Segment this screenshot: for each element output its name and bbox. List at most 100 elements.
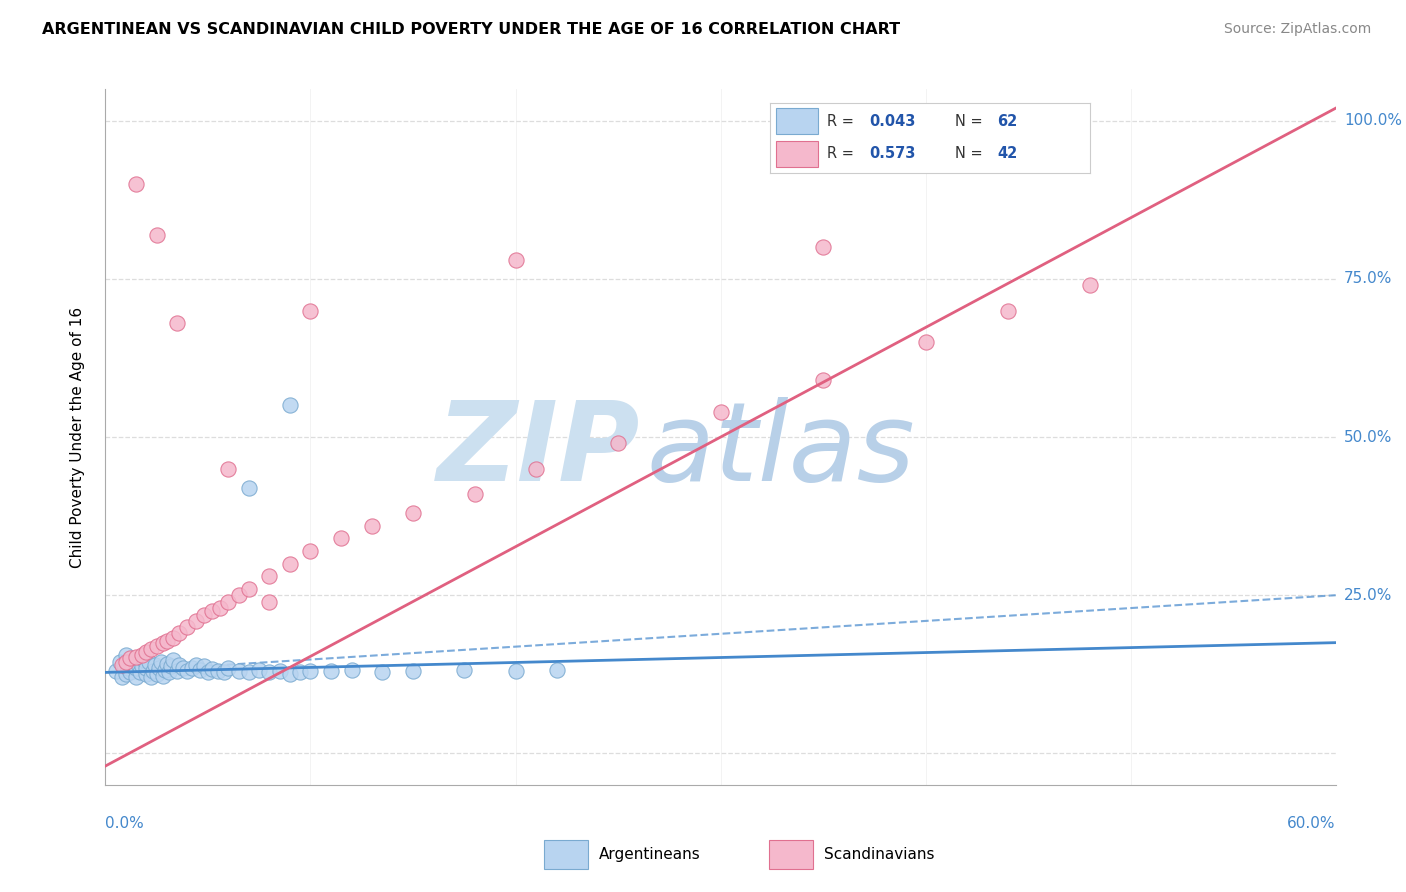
Point bbox=[607, 436, 630, 450]
Point bbox=[125, 177, 148, 191]
Point bbox=[371, 665, 394, 680]
Point bbox=[218, 661, 240, 675]
Text: 50.0%: 50.0% bbox=[1344, 430, 1392, 444]
Point bbox=[142, 664, 165, 678]
Point bbox=[169, 626, 191, 640]
Point bbox=[193, 659, 215, 673]
Point bbox=[125, 650, 148, 665]
Point bbox=[129, 665, 152, 680]
Point bbox=[214, 665, 236, 680]
Point bbox=[299, 303, 322, 318]
Point bbox=[238, 665, 260, 680]
Text: 0.0%: 0.0% bbox=[105, 815, 145, 830]
Point bbox=[120, 655, 141, 669]
Point bbox=[115, 667, 138, 681]
Point bbox=[108, 655, 131, 669]
Point bbox=[160, 659, 183, 673]
Point bbox=[115, 648, 138, 663]
Text: ARGENTINEAN VS SCANDINAVIAN CHILD POVERTY UNDER THE AGE OF 16 CORRELATION CHART: ARGENTINEAN VS SCANDINAVIAN CHILD POVERT… bbox=[42, 22, 900, 37]
Text: 100.0%: 100.0% bbox=[1344, 113, 1402, 128]
Point bbox=[139, 642, 162, 657]
Point bbox=[135, 645, 157, 659]
Point bbox=[524, 461, 547, 475]
Point bbox=[228, 588, 250, 602]
Point bbox=[153, 663, 176, 677]
Point bbox=[122, 653, 145, 667]
Point bbox=[278, 399, 301, 413]
Point bbox=[112, 657, 135, 672]
Point bbox=[238, 481, 260, 495]
Point bbox=[184, 657, 207, 672]
Point bbox=[546, 663, 568, 677]
Point bbox=[218, 461, 240, 475]
Point bbox=[201, 604, 224, 618]
Point bbox=[127, 657, 149, 671]
Point bbox=[134, 653, 156, 667]
Point bbox=[453, 663, 475, 677]
Point bbox=[125, 670, 148, 684]
Point bbox=[135, 661, 157, 675]
Point bbox=[402, 506, 425, 520]
Point bbox=[131, 648, 153, 663]
Point bbox=[197, 665, 219, 680]
Text: Argentineans: Argentineans bbox=[599, 847, 700, 862]
Point bbox=[330, 531, 353, 545]
Point bbox=[201, 662, 224, 676]
Point bbox=[340, 663, 363, 677]
Point bbox=[157, 665, 180, 680]
Point bbox=[209, 600, 232, 615]
Point bbox=[290, 665, 312, 680]
Point bbox=[149, 655, 172, 669]
Point bbox=[104, 664, 127, 678]
Point bbox=[319, 664, 342, 678]
Point bbox=[218, 594, 240, 608]
Point bbox=[299, 664, 322, 678]
Point bbox=[193, 608, 215, 623]
Point bbox=[402, 664, 425, 678]
Point bbox=[180, 661, 202, 675]
Point bbox=[145, 227, 167, 242]
Point bbox=[166, 664, 188, 678]
Point bbox=[172, 661, 194, 675]
Point bbox=[115, 655, 138, 669]
Point bbox=[505, 664, 527, 678]
Point bbox=[238, 582, 260, 596]
Point bbox=[169, 657, 191, 672]
Point bbox=[710, 405, 733, 419]
Point bbox=[148, 661, 170, 675]
FancyBboxPatch shape bbox=[769, 840, 813, 869]
Point bbox=[811, 373, 834, 387]
Point bbox=[259, 665, 281, 680]
Point bbox=[117, 661, 139, 675]
Point bbox=[121, 659, 143, 673]
Point bbox=[139, 670, 162, 684]
Point bbox=[464, 487, 486, 501]
Point bbox=[111, 657, 134, 672]
Point bbox=[259, 594, 281, 608]
Point bbox=[207, 664, 229, 678]
Point bbox=[135, 667, 157, 681]
Point bbox=[111, 670, 134, 684]
Point bbox=[152, 635, 174, 649]
Point bbox=[269, 664, 291, 678]
Point bbox=[505, 252, 527, 267]
Point bbox=[914, 335, 936, 350]
Text: Scandinavians: Scandinavians bbox=[824, 847, 935, 862]
Point bbox=[120, 665, 141, 680]
Point bbox=[138, 655, 160, 669]
Point bbox=[145, 639, 167, 653]
Point bbox=[188, 663, 211, 677]
Point bbox=[156, 657, 179, 671]
Point bbox=[278, 667, 301, 681]
Point bbox=[299, 544, 322, 558]
Point bbox=[811, 240, 834, 254]
Text: 75.0%: 75.0% bbox=[1344, 271, 1392, 286]
Point bbox=[184, 614, 207, 628]
Point bbox=[131, 659, 153, 673]
Text: Source: ZipAtlas.com: Source: ZipAtlas.com bbox=[1223, 22, 1371, 37]
Text: ZIP: ZIP bbox=[437, 398, 641, 505]
Point bbox=[361, 518, 384, 533]
Point bbox=[259, 569, 281, 583]
Point bbox=[162, 653, 184, 667]
Point bbox=[145, 667, 167, 681]
